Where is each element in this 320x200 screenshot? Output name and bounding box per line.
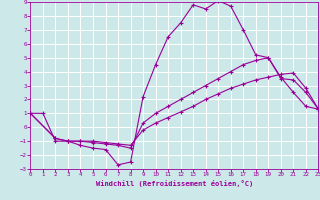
X-axis label: Windchill (Refroidissement éolien,°C): Windchill (Refroidissement éolien,°C) [96, 180, 253, 187]
